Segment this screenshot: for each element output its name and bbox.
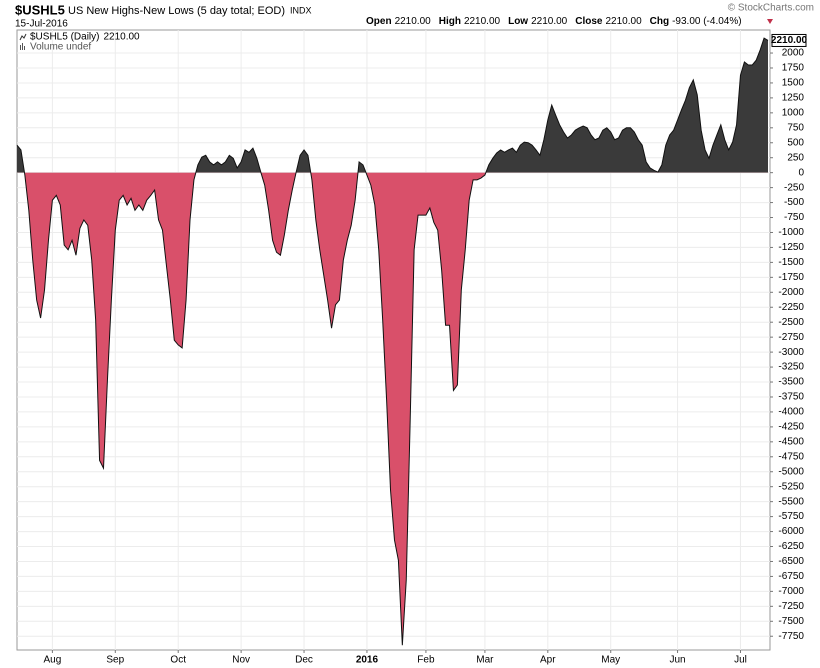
y-tick-label: -3000 [778,347,804,358]
legend: $USHL5 (Daily) 2210.00 Volume undef [19,32,140,53]
y-tick-label: 750 [787,122,804,133]
y-tick-label: -5500 [778,496,804,507]
y-tick-label: -5000 [778,466,804,477]
quote-label: Low [508,16,528,27]
areas [16,37,769,646]
y-tick-label: 250 [787,152,804,163]
exchange: INDX [290,5,312,15]
quote-line: Open 2210.00 High 2210.00 Low 2210.00 Close 221… [366,16,742,27]
quote: Open 2210.00 High 2210.00 Low 2210.00 Close 221… [366,16,742,27]
legend-icon [19,33,27,41]
y-tick-label: -4500 [778,436,804,447]
vol-icon [24,46,25,50]
date: 15-Jul-2016 [15,19,68,30]
y-tick-label: -6000 [778,526,804,537]
x-tick-label: Mar [476,655,494,666]
quote-label: Close [575,16,603,27]
quote-value: 2210.00 [605,16,642,27]
x-tick-label: Apr [540,655,556,666]
quote-value: 2210.00 [395,16,432,27]
y-tick-label: -5250 [778,481,804,492]
x-tick-label: Aug [43,655,61,666]
quote-value: -93.00 (-4.04%) [672,16,741,27]
y-tick-label: -3750 [778,392,804,403]
y-tick-label: 1500 [782,78,805,89]
vol-icon [22,43,23,50]
x-tick-label: Jul [734,655,747,666]
down-arrow [767,19,773,24]
y-tick-label: -1750 [778,272,804,283]
y-tick-label: -6500 [778,556,804,567]
y-tick-label: -1250 [778,242,804,253]
last-value-box [771,33,807,47]
legend-label: $USHL5 (Daily) [30,32,99,43]
x-tick-label: Jun [670,655,686,666]
y-tick-label: -2250 [778,302,804,313]
y-tick-label: -4250 [778,422,804,433]
x-tick-label: Sep [106,655,124,666]
y-tick-label: -250 [784,182,804,193]
line [16,37,769,646]
y-tick-label: 2000 [782,48,805,59]
y-tick-label: -500 [784,197,804,208]
quote-value: 2210.00 [531,16,568,27]
x-tick-label: Dec [295,655,313,666]
y-tick-label: -7750 [778,631,804,642]
y-tick-label: -6750 [778,571,804,582]
y-tick-label: 500 [787,137,804,148]
y-tick-label: -2750 [778,332,804,343]
y-tick-label: 1000 [782,107,805,118]
quote-label: Open [366,16,392,27]
y-tick-label: -4000 [778,407,804,418]
y-tick-label: -2500 [778,317,804,328]
quote-value: 2210.00 [464,16,501,27]
y-tick-label: 0 [798,167,804,178]
quote-label: Chg [650,16,669,27]
x-tick-label: Oct [170,655,186,666]
quote-label: High [439,16,461,27]
chart-title: US New Highs-New Lows (5 day total; EOD) [68,5,285,17]
y-tick-label: -3500 [778,377,804,388]
y-tick-label: -6250 [778,541,804,552]
y-tick-label: -1000 [778,227,804,238]
x-tick-label: 2016 [356,655,379,666]
y-tick-label: -7250 [778,601,804,612]
y-tick-label: -3250 [778,362,804,373]
legend-value: 2210.00 [103,32,140,43]
y-tick-label: -1500 [778,257,804,268]
x-tick-label: Feb [417,655,435,666]
y-tick-label: 1750 [782,63,805,74]
area-negative [17,172,768,646]
x-tick-label: Nov [232,655,250,666]
y-tick-label: -7500 [778,616,804,627]
last-value-label: 2210.00 [771,35,808,46]
y-tick-label: -5750 [778,511,804,522]
y-tick-label: -750 [784,212,804,223]
volume-note: Volume undef [30,42,91,53]
y-tick-label: 1250 [782,93,805,104]
symbol: $USHL5 [15,2,65,17]
y-tick-label: -2000 [778,287,804,298]
y-tick-label: -7000 [778,586,804,597]
watermark: © StockCharts.com [728,3,814,14]
y-tick-label: -4750 [778,451,804,462]
area-positive [17,38,768,173]
vol-icon [20,45,21,50]
x-tick-label: May [601,655,620,666]
